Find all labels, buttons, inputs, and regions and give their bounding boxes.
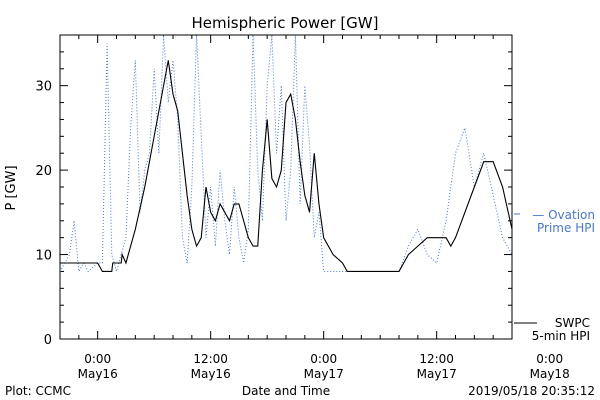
y-tick-label: 20: [35, 164, 52, 179]
x-tick-label-date: May17: [304, 367, 344, 381]
x-tick-label-time: 12:00: [193, 352, 228, 366]
x-tick-label-date: May16: [78, 367, 118, 381]
plot-area: 01020300:00May1612:00May160:00May1712:00…: [35, 34, 570, 381]
legend-ovation-line1: — Ovation: [532, 208, 595, 222]
plot-credit: Plot: CCMC: [5, 384, 71, 398]
x-tick-label-time: 0:00: [84, 352, 111, 366]
x-tick-label-time: 0:00: [536, 352, 563, 366]
legend-ovation-line2: Prime HPI: [537, 221, 595, 235]
y-tick-label: 10: [35, 249, 52, 264]
chart-title: Hemispheric Power [GW]: [192, 14, 379, 32]
y-axis-label: P [GW]: [4, 165, 19, 210]
legend-swpc-line1: SWPC: [555, 316, 590, 330]
legend-swpc-line2: 5-min HPI: [532, 329, 590, 343]
ovation-prime-hpi-line: [60, 35, 512, 274]
y-tick-label: 30: [35, 80, 52, 95]
x-tick-label-time: 0:00: [310, 352, 337, 366]
plot-timestamp: 2019/05/18 20:35:12: [468, 384, 595, 398]
x-axis-label: Date and Time: [242, 384, 330, 398]
x-tick-label-time: 12:00: [419, 352, 454, 366]
x-tick-label-date: May16: [191, 367, 231, 381]
y-tick-label: 0: [44, 333, 52, 348]
x-tick-label-date: May17: [417, 367, 457, 381]
x-tick-label-date: May18: [530, 367, 570, 381]
swpc-5min-hpi-line: [60, 60, 512, 272]
